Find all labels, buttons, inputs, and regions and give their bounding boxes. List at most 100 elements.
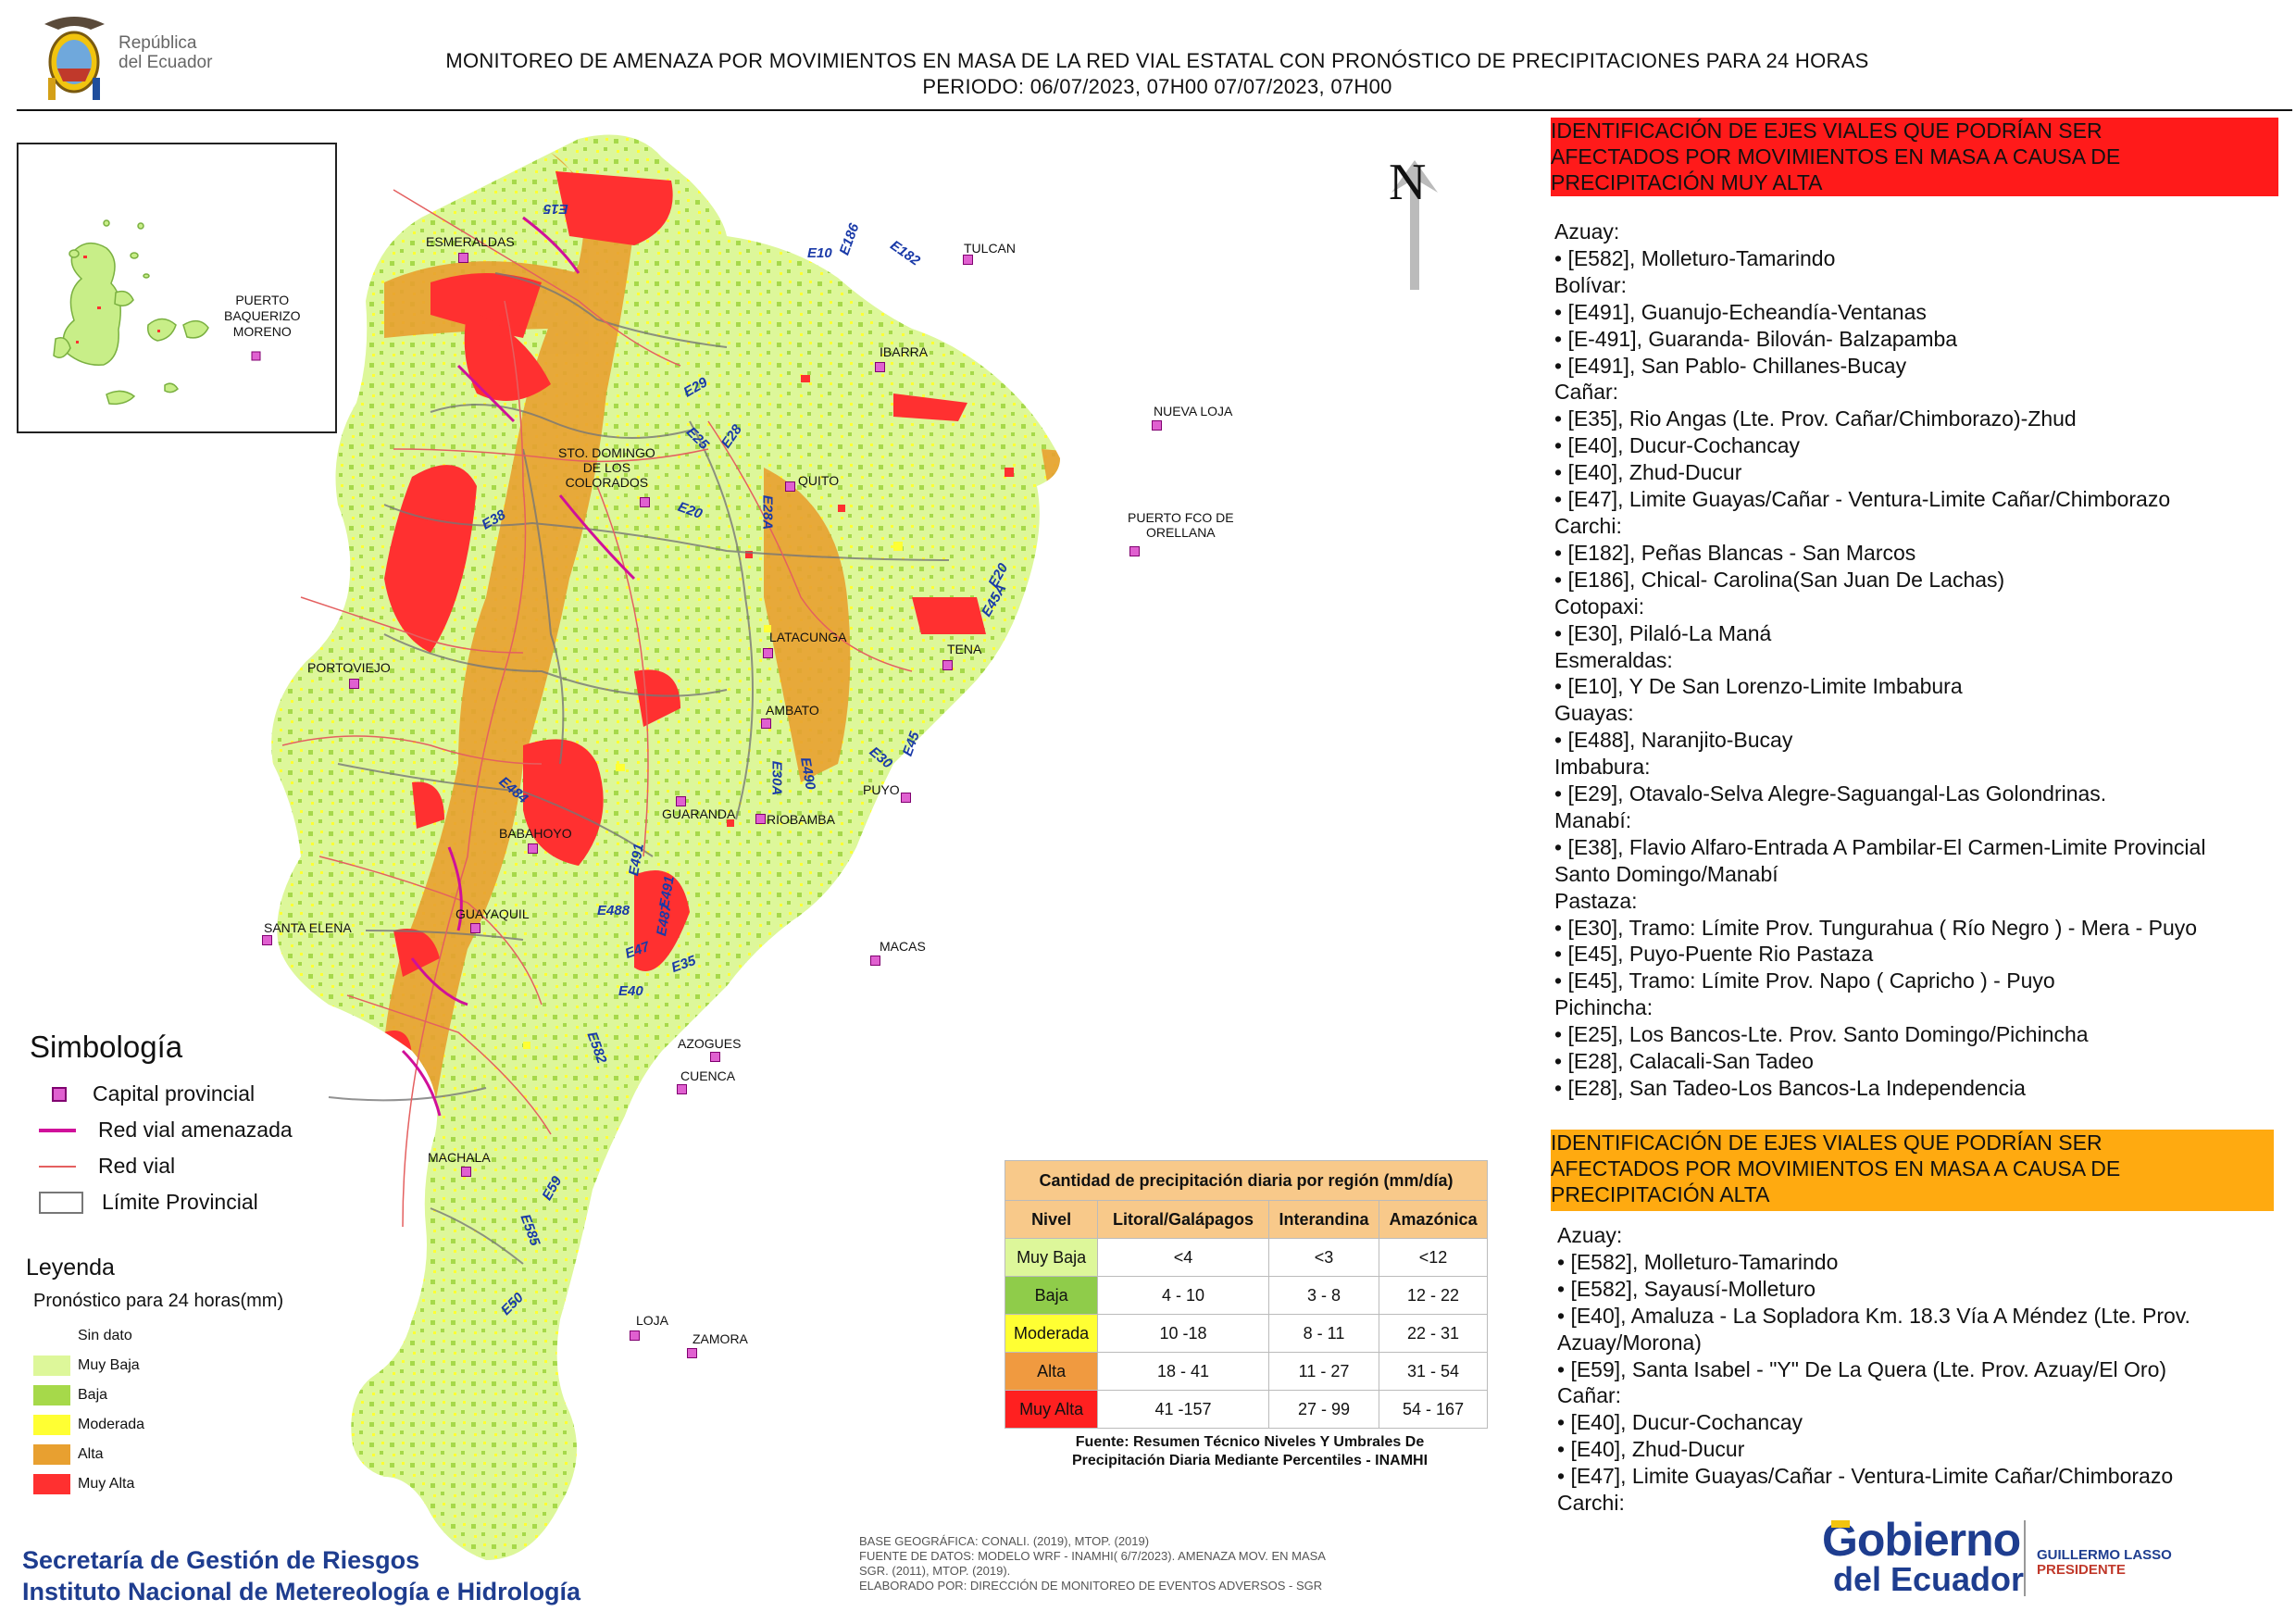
city-puerto-baquerizo: PUERTO BAQUERIZO MORENO bbox=[224, 293, 300, 340]
precip-header: Nivel bbox=[1004, 1200, 1099, 1239]
list-item: • [E30], Pilaló-La Maná bbox=[1554, 620, 1772, 645]
precip-cell: <4 bbox=[1097, 1238, 1269, 1277]
city-zamora: ZAMORA bbox=[693, 1331, 748, 1346]
swatch-label: Moderada bbox=[78, 1417, 145, 1432]
simbologia-red-vial-label: Red vial bbox=[98, 1154, 176, 1178]
precip-cell: 18 - 41 bbox=[1097, 1352, 1269, 1391]
city-ibarra: IBARRA bbox=[880, 344, 929, 359]
muy-alta-header: IDENTIFICACIÓN DE EJES VIALES QUE PODRÍA… bbox=[1551, 118, 2278, 196]
road-label: E15 bbox=[543, 201, 568, 217]
swatch-label: Alta bbox=[78, 1446, 104, 1462]
swatch-label: Muy Baja bbox=[78, 1357, 140, 1373]
list-item: • [E45], Puyo-Puente Rio Pastaza bbox=[1554, 942, 1874, 967]
north-label: N bbox=[1389, 154, 1427, 211]
list-item: Bolívar: bbox=[1554, 272, 1627, 297]
header-divider bbox=[17, 109, 2292, 111]
city-machala: MACHALA bbox=[428, 1150, 491, 1165]
list-item: Manabí: bbox=[1554, 807, 1632, 832]
list-item: Esmeraldas: bbox=[1554, 647, 1673, 672]
road-label: E30A bbox=[768, 760, 785, 796]
list-item: • [E25], Los Bancos-Lte. Prov. Santo Dom… bbox=[1554, 1022, 2089, 1047]
presidente-title: PRESIDENTE bbox=[2037, 1562, 2126, 1578]
simbologia-red-amenazada-label: Red vial amenazada bbox=[98, 1118, 293, 1142]
list-item: • [E40], Ducur-Cochancay bbox=[1557, 1410, 1803, 1435]
precip-table-title: Cantidad de precipitación diaria por reg… bbox=[1004, 1160, 1488, 1201]
road-line-icon bbox=[39, 1165, 76, 1168]
precip-cell: 8 - 11 bbox=[1267, 1314, 1380, 1353]
presidente-block: GUILLERMO LASSO PRESIDENTE bbox=[2037, 1548, 2172, 1578]
capital-marker-icon bbox=[785, 481, 795, 492]
leyenda-row: Alta bbox=[33, 1440, 144, 1469]
swatch-alta bbox=[33, 1444, 70, 1465]
precip-header: Interandina bbox=[1267, 1200, 1380, 1239]
city-nueva-loja: NUEVA LOJA bbox=[1154, 404, 1233, 418]
precip-header: Amazónica bbox=[1379, 1200, 1488, 1239]
inset-city-line3: MORENO bbox=[232, 324, 292, 339]
road-label: E488 bbox=[597, 903, 630, 918]
list-item: • [E45], Tramo: Límite Prov. Napo ( Capr… bbox=[1554, 968, 2055, 993]
sgr-footer: Secretaría de Gestión de Riesgos Institu… bbox=[22, 1544, 580, 1607]
capital-marker-icon bbox=[349, 679, 359, 689]
flag-accent-icon bbox=[1831, 1520, 1850, 1528]
precip-cell: 22 - 31 bbox=[1379, 1314, 1488, 1353]
list-item: Azuay: bbox=[1557, 1223, 1623, 1247]
city-cuenca: CUENCA bbox=[680, 1068, 736, 1083]
list-item: Guayas: bbox=[1554, 701, 1634, 726]
leyenda-row: Baja bbox=[33, 1380, 144, 1410]
capital-marker-icon bbox=[763, 648, 773, 658]
city-portoviejo: PORTOVIEJO bbox=[307, 660, 391, 675]
alta-title-line: PRECIPITACIÓN ALTA bbox=[1551, 1182, 1770, 1206]
precip-cell: 3 - 8 bbox=[1267, 1276, 1380, 1315]
sgr-line2: Instituto Nacional de Metereología e Hid… bbox=[22, 1578, 581, 1605]
list-item: • [E182], Peñas Blancas - San Marcos bbox=[1554, 540, 1916, 565]
capital-marker-icon bbox=[1129, 546, 1140, 556]
leyenda-title: Leyenda bbox=[26, 1255, 115, 1280]
sgr-line1: Secretaría de Gestión de Riesgos bbox=[22, 1546, 420, 1574]
capital-marker-icon bbox=[676, 796, 686, 806]
capital-marker-icon bbox=[528, 843, 538, 854]
list-item: • [E582], Molleturo-Tamarindo bbox=[1557, 1249, 1839, 1274]
capital-marker-icon bbox=[677, 1084, 687, 1094]
list-item: Cañar: bbox=[1557, 1383, 1622, 1408]
list-item: • [E488], Naranjito-Bucay bbox=[1554, 728, 1793, 753]
city-tena: TENA bbox=[947, 642, 982, 656]
list-item: Pichincha: bbox=[1554, 995, 1653, 1020]
city-riobamba: RIOBAMBA bbox=[767, 812, 835, 827]
swatch-sin-dato bbox=[33, 1326, 70, 1346]
city-esmeraldas: ESMERALDAS bbox=[426, 234, 515, 249]
base-info-line: SGR. (2011), MTOP. (2019). bbox=[859, 1564, 1011, 1578]
base-info-line: ELABORADO POR: DIRECCIÓN DE MONITOREO DE… bbox=[859, 1579, 1323, 1593]
list-item: Cotopaxi: bbox=[1554, 593, 1645, 618]
simbologia-list: Capital provincial Red vial amenazada Re… bbox=[39, 1076, 293, 1220]
precip-cell: 31 - 54 bbox=[1379, 1352, 1488, 1391]
ecuador-map-svg bbox=[271, 134, 1060, 1560]
capital-marker-icon bbox=[470, 923, 480, 933]
list-item: Azuay: bbox=[1554, 219, 1620, 244]
list-item: • [E40], Zhud-Ducur bbox=[1554, 460, 1742, 485]
base-info-line: FUENTE DE DATOS: MODELO WRF - INAMHI( 6/… bbox=[859, 1549, 1326, 1563]
capital-marker-icon bbox=[1152, 420, 1162, 431]
alta-title-line: IDENTIFICACIÓN DE EJES VIALES QUE PODRÍA… bbox=[1551, 1131, 2103, 1155]
north-arrow bbox=[1387, 156, 1442, 299]
city-ambato: AMBATO bbox=[766, 703, 819, 718]
orellana-line2: ORELLANA bbox=[1145, 525, 1216, 540]
precip-row: Muy Alta 41 -157 27 - 99 54 - 167 bbox=[1004, 1390, 1488, 1429]
map-title: MONITOREO DE AMENAZA POR MOVIMIENTOS EN … bbox=[278, 48, 2037, 100]
precip-row: Moderada 10 -18 8 - 11 22 - 31 bbox=[1004, 1314, 1488, 1353]
swatch-label: Muy Alta bbox=[78, 1476, 135, 1492]
muy-alta-title-line: IDENTIFICACIÓN DE EJES VIALES QUE PODRÍA… bbox=[1551, 119, 2103, 143]
orellana-line1: PUERTO FCO DE bbox=[1128, 510, 1234, 525]
swatch-muy-alta bbox=[33, 1474, 70, 1494]
list-item: • [E47], Limite Guayas/Cañar - Ventura-L… bbox=[1554, 487, 2171, 512]
galapagos-islands bbox=[53, 219, 261, 406]
road-label: E40 bbox=[618, 983, 643, 999]
map-title-line1: MONITOREO DE AMENAZA POR MOVIMIENTOS EN … bbox=[445, 49, 1869, 72]
base-info-line: BASE GEOGRÁFICA: CONALI. (2019), MTOP. (… bbox=[859, 1534, 1150, 1548]
simbologia-capital: Capital provincial bbox=[39, 1076, 293, 1112]
swatch-baja bbox=[33, 1385, 70, 1405]
simbologia-title: Simbología bbox=[30, 1030, 183, 1064]
republica-line1: República bbox=[119, 33, 197, 53]
republica-ecuador-logo: República del Ecuador bbox=[35, 11, 234, 104]
precip-source-line1: Fuente: Resumen Técnico Niveles Y Umbral… bbox=[1075, 1434, 1425, 1450]
logo-divider bbox=[2024, 1520, 2026, 1596]
